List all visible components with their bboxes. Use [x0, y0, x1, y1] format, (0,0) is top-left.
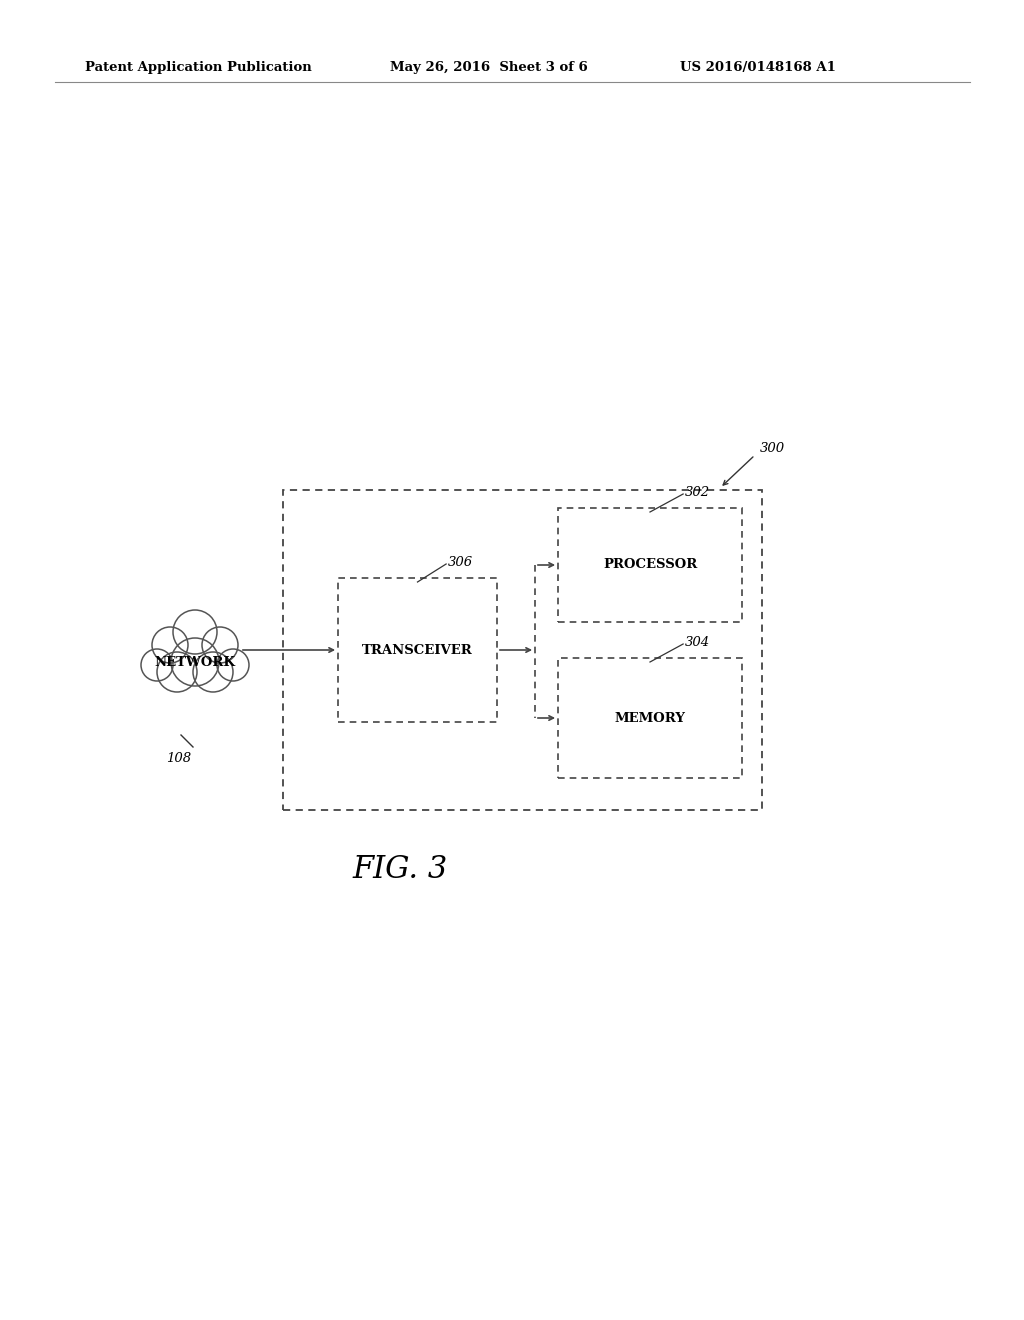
- Circle shape: [141, 649, 173, 681]
- Text: 108: 108: [167, 751, 191, 764]
- Bar: [283, 490, 762, 810]
- Bar: [558, 508, 742, 622]
- Text: 300: 300: [760, 441, 785, 454]
- Circle shape: [171, 638, 219, 686]
- Bar: [338, 578, 497, 722]
- Text: May 26, 2016  Sheet 3 of 6: May 26, 2016 Sheet 3 of 6: [390, 62, 588, 74]
- Circle shape: [152, 627, 188, 663]
- Text: PROCESSOR: PROCESSOR: [603, 558, 697, 572]
- Bar: [558, 657, 742, 777]
- Circle shape: [157, 652, 197, 692]
- Text: MEMORY: MEMORY: [614, 711, 685, 725]
- Circle shape: [193, 652, 233, 692]
- Text: 306: 306: [449, 556, 473, 569]
- Circle shape: [173, 610, 217, 653]
- Text: 304: 304: [685, 635, 711, 648]
- Text: FIG. 3: FIG. 3: [352, 854, 447, 886]
- Text: NETWORK: NETWORK: [155, 656, 236, 668]
- Text: US 2016/0148168 A1: US 2016/0148168 A1: [680, 62, 836, 74]
- Circle shape: [217, 649, 249, 681]
- Text: TRANSCEIVER: TRANSCEIVER: [362, 644, 473, 656]
- Text: 302: 302: [685, 486, 711, 499]
- Circle shape: [202, 627, 238, 663]
- Text: Patent Application Publication: Patent Application Publication: [85, 62, 311, 74]
